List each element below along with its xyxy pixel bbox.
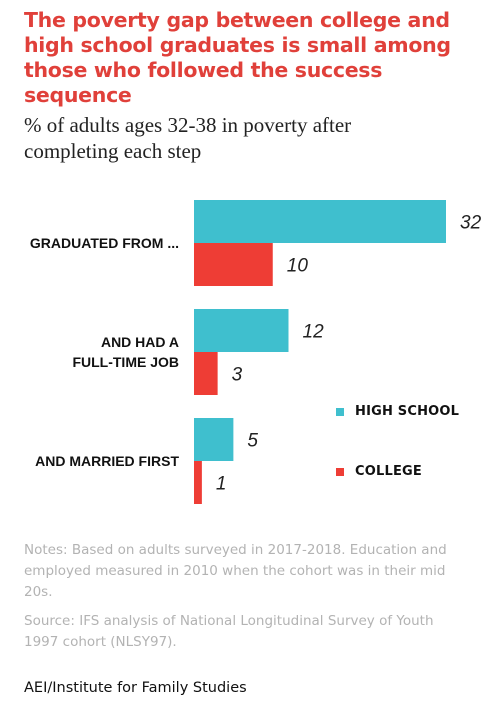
bar-college (194, 243, 273, 286)
data-label-high-school: 5 (247, 431, 258, 452)
chart-subtitle: % of adults ages 32-38 in poverty after … (24, 113, 352, 163)
footer-credit: AEI/Institute for Family Studies (24, 680, 247, 696)
category-label: AND HAD A FULL-TIME JOB (72, 334, 179, 370)
legend-label-high-school: HIGH SCHOOL (355, 404, 460, 419)
data-label-high-school: 12 (303, 322, 325, 343)
data-label-college: 1 (216, 474, 227, 495)
category-label-line: AND HAD A (101, 334, 179, 350)
legend-swatch-college (336, 467, 344, 476)
bar-high-school (194, 418, 234, 461)
category-label-line: GRADUATED FROM ... (30, 235, 179, 251)
bar-chart: GRADUATED FROM ... 32 10 AND HAD A FULL-TIME… (30, 200, 482, 504)
legend-label-college: COLLEGE (355, 464, 422, 479)
category-label: AND MARRIED FIRST (35, 453, 179, 469)
notes-text: Notes: Based on adults surveyed in 2017-… (24, 542, 447, 600)
category-label-line: FULL-TIME JOB (72, 354, 179, 370)
legend-swatch-high-school (336, 407, 344, 416)
bar-college (194, 461, 202, 504)
bar-high-school (194, 309, 289, 352)
data-label-college: 10 (287, 256, 309, 277)
legend-item-college: COLLEGE (336, 464, 422, 479)
category-label: GRADUATED FROM ... (30, 235, 179, 251)
data-label-college: 3 (232, 365, 243, 386)
notes: Notes: Based on adults surveyed in 2017-… (24, 540, 464, 661)
chart-title: The poverty gap between college and high… (24, 8, 451, 107)
bar-high-school (194, 200, 446, 243)
legend-item-high-school: HIGH SCHOOL (336, 404, 459, 419)
data-label-high-school: 32 (460, 213, 482, 234)
source-text: Source: IFS analysis of National Longitu… (24, 613, 434, 650)
bar-college (194, 352, 218, 395)
category-label-line: AND MARRIED FIRST (35, 453, 179, 469)
